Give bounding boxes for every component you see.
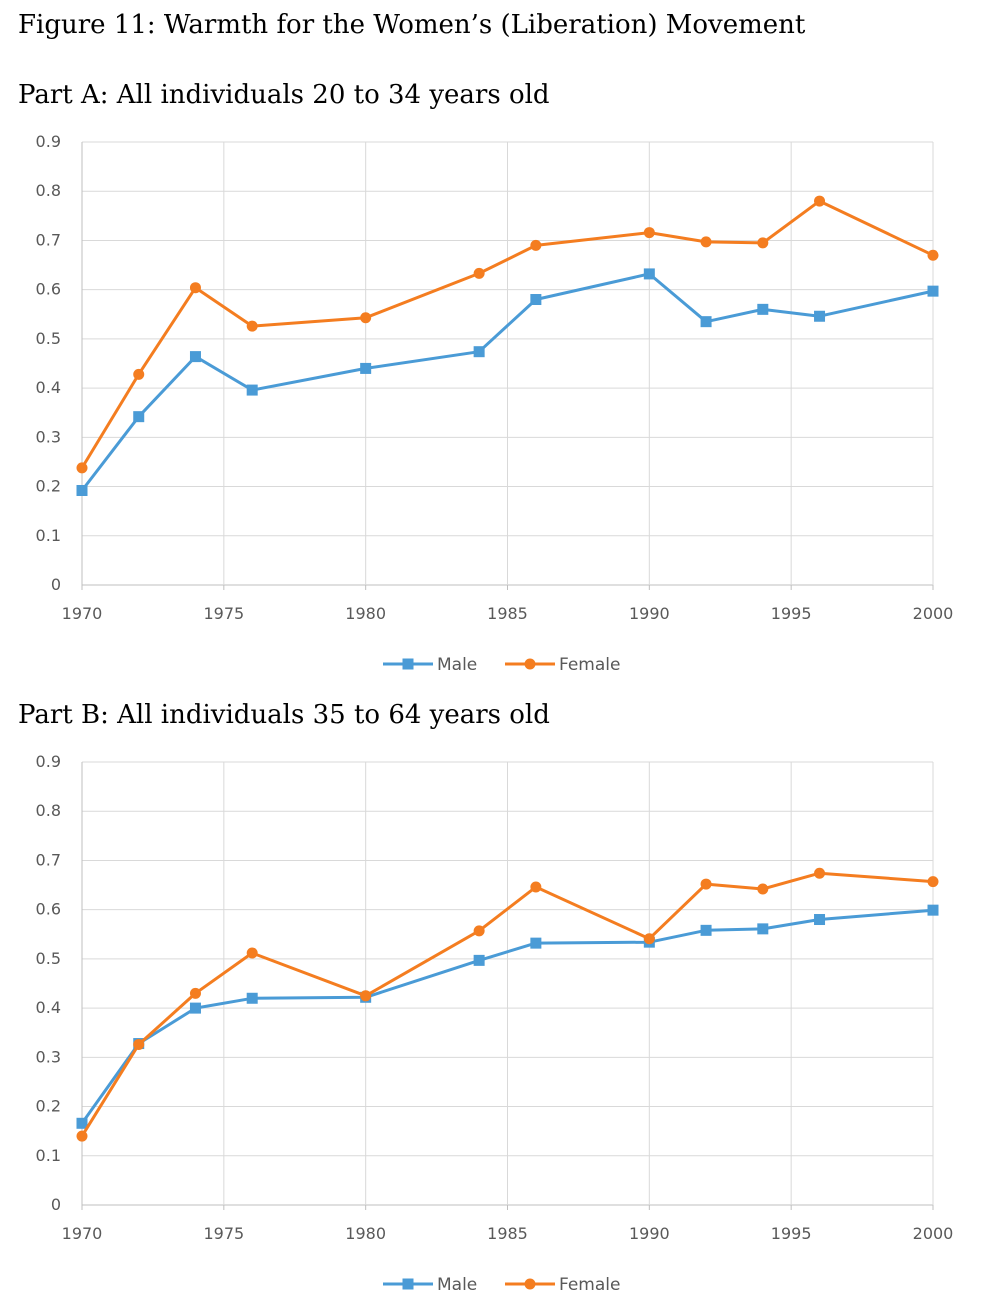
- legend-marker-female: [524, 658, 536, 670]
- y-tick-label: 0.4: [36, 378, 61, 397]
- x-tick-label: 1995: [771, 604, 812, 623]
- data-point-female: [473, 267, 485, 279]
- data-point-female: [76, 1130, 88, 1142]
- data-point-female: [530, 881, 542, 893]
- data-point-male: [189, 1002, 201, 1014]
- data-point-female: [189, 987, 201, 999]
- legend-marker-male: [402, 1278, 414, 1290]
- data-point-female: [246, 320, 258, 332]
- y-tick-label: 0.9: [36, 752, 61, 771]
- data-point-male: [473, 954, 485, 966]
- legend-marker-female: [524, 1278, 536, 1290]
- y-tick-label: 0.5: [36, 949, 61, 968]
- data-point-male: [76, 484, 88, 496]
- data-point-female: [700, 878, 712, 890]
- x-tick-label: 2000: [913, 1224, 954, 1243]
- data-point-male: [927, 904, 939, 916]
- y-tick-label: 0.4: [36, 998, 61, 1017]
- data-point-male: [133, 411, 145, 423]
- data-point-male: [530, 937, 542, 949]
- y-tick-label: 0.8: [36, 801, 61, 820]
- data-point-male: [700, 924, 712, 936]
- legend: Male Female: [383, 655, 620, 675]
- series-line-male: [80, 908, 934, 1125]
- y-tick-label: 0.9: [36, 132, 61, 151]
- legend-label-male: Male: [437, 655, 477, 675]
- data-point-male: [473, 346, 485, 358]
- y-tick-label: 0.5: [36, 329, 61, 348]
- x-tick-label: 1975: [203, 1224, 244, 1243]
- x-tick-label: 1995: [771, 1224, 812, 1243]
- y-tick-label: 0.6: [36, 900, 61, 919]
- y-tick-label: 0.7: [36, 850, 61, 869]
- data-point-female: [360, 990, 372, 1002]
- data-point-female: [360, 312, 372, 324]
- data-point-female: [189, 282, 201, 294]
- data-point-female: [643, 227, 655, 239]
- data-point-female: [700, 236, 712, 248]
- legend-label-male: Male: [437, 1275, 477, 1295]
- y-tick-label: 0.7: [36, 230, 61, 249]
- y-tick-label: 0: [51, 1195, 61, 1214]
- data-point-female: [927, 249, 939, 261]
- y-tick-label: 0.3: [36, 1047, 61, 1066]
- data-point-female: [814, 867, 826, 879]
- figure-title: Figure 11: Warmth for the Women’s (Liber…: [18, 10, 806, 40]
- x-tick-label: 2000: [913, 604, 954, 623]
- y-tick-label: 0.3: [36, 427, 61, 446]
- y-tick-label: 0.8: [36, 181, 61, 200]
- y-tick-label: 0: [51, 575, 61, 594]
- data-point-female: [927, 876, 939, 888]
- data-point-female: [133, 368, 145, 380]
- data-point-male: [757, 923, 769, 935]
- legend-label-female: Female: [559, 655, 620, 675]
- line-chart-part-b: 0 0.1 0.2 0.3 0.4 0.5 0.6 0.7 0.8 0.9 1970 1975 1980…: [36, 752, 954, 1295]
- data-point-female: [757, 237, 769, 249]
- y-tick-label: 0.6: [36, 280, 61, 299]
- x-tick-label: 1980: [345, 604, 386, 623]
- data-point-female: [133, 1039, 145, 1051]
- data-point-male: [700, 316, 712, 328]
- x-tick-label: 1970: [62, 604, 103, 623]
- x-tick-label: 1970: [62, 1224, 103, 1243]
- line-chart-part-a: 0 0.1 0.2 0.3 0.4 0.5 0.6 0.7 0.8 0.9 1970 1975 1980…: [36, 132, 954, 675]
- x-tick-label: 1975: [203, 604, 244, 623]
- series-line-female: [80, 199, 934, 469]
- data-point-female: [814, 195, 826, 207]
- data-point-male: [643, 268, 655, 280]
- data-point-male: [246, 384, 258, 396]
- x-tick-label: 1985: [487, 1224, 528, 1243]
- data-point-male: [530, 294, 542, 306]
- legend-marker-male: [402, 658, 414, 670]
- data-point-female: [473, 925, 485, 937]
- data-point-male: [189, 351, 201, 363]
- chart-title-part-a: Part A: All individuals 20 to 34 years o…: [18, 80, 550, 110]
- y-tick-label: 0.1: [36, 526, 61, 545]
- data-point-male: [360, 362, 372, 374]
- chart-title-part-b: Part B: All individuals 35 to 64 years o…: [18, 700, 550, 730]
- series-line-male: [80, 272, 934, 492]
- data-point-female: [757, 883, 769, 895]
- data-point-male: [927, 285, 939, 297]
- y-tick-label: 0.1: [36, 1146, 61, 1165]
- series-line-female: [80, 871, 934, 1137]
- x-tick-label: 1990: [629, 604, 670, 623]
- data-point-male: [246, 992, 258, 1004]
- data-point-male: [814, 310, 826, 322]
- x-tick-label: 1980: [345, 1224, 386, 1243]
- y-tick-label: 0.2: [36, 1097, 61, 1116]
- data-point-female: [246, 947, 258, 959]
- data-point-female: [643, 933, 655, 945]
- x-tick-label: 1990: [629, 1224, 670, 1243]
- data-point-male: [814, 914, 826, 926]
- x-tick-label: 1985: [487, 604, 528, 623]
- legend-label-female: Female: [559, 1275, 620, 1295]
- data-point-female: [76, 462, 88, 474]
- data-point-female: [530, 239, 542, 251]
- y-tick-label: 0.2: [36, 477, 61, 496]
- data-point-male: [757, 303, 769, 315]
- data-point-male: [76, 1117, 88, 1129]
- legend: Male Female: [383, 1275, 620, 1295]
